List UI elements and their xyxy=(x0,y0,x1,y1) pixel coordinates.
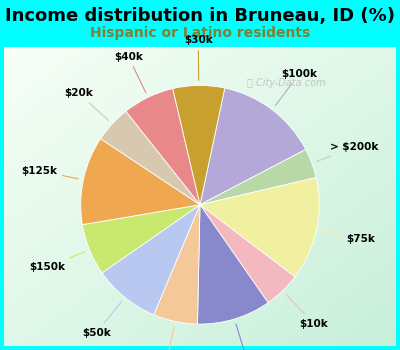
Wedge shape xyxy=(101,111,200,205)
Wedge shape xyxy=(173,85,225,205)
Text: Ⓜ City-Data.com: Ⓜ City-Data.com xyxy=(247,78,326,88)
Wedge shape xyxy=(81,139,200,225)
Wedge shape xyxy=(200,149,316,205)
Text: Income distribution in Bruneau, ID (%): Income distribution in Bruneau, ID (%) xyxy=(5,7,395,25)
Text: $10k: $10k xyxy=(286,295,328,329)
Wedge shape xyxy=(200,177,319,277)
Text: $100k: $100k xyxy=(275,69,318,106)
Text: Hispanic or Latino residents: Hispanic or Latino residents xyxy=(90,26,310,40)
Wedge shape xyxy=(198,205,268,324)
Wedge shape xyxy=(200,88,306,205)
Wedge shape xyxy=(102,205,200,315)
Text: $125k: $125k xyxy=(21,166,78,179)
Wedge shape xyxy=(126,89,200,205)
Text: $30k: $30k xyxy=(184,35,213,80)
Text: $60k: $60k xyxy=(233,324,262,350)
Text: $75k: $75k xyxy=(322,231,376,244)
Text: > $200k: > $200k xyxy=(317,142,378,161)
Wedge shape xyxy=(154,205,200,324)
Wedge shape xyxy=(200,205,295,303)
Text: $150k: $150k xyxy=(30,252,85,272)
Text: $200k: $200k xyxy=(148,327,184,350)
Wedge shape xyxy=(82,205,200,273)
Text: $20k: $20k xyxy=(64,88,108,120)
Text: $40k: $40k xyxy=(114,51,146,93)
Text: $50k: $50k xyxy=(82,301,122,338)
